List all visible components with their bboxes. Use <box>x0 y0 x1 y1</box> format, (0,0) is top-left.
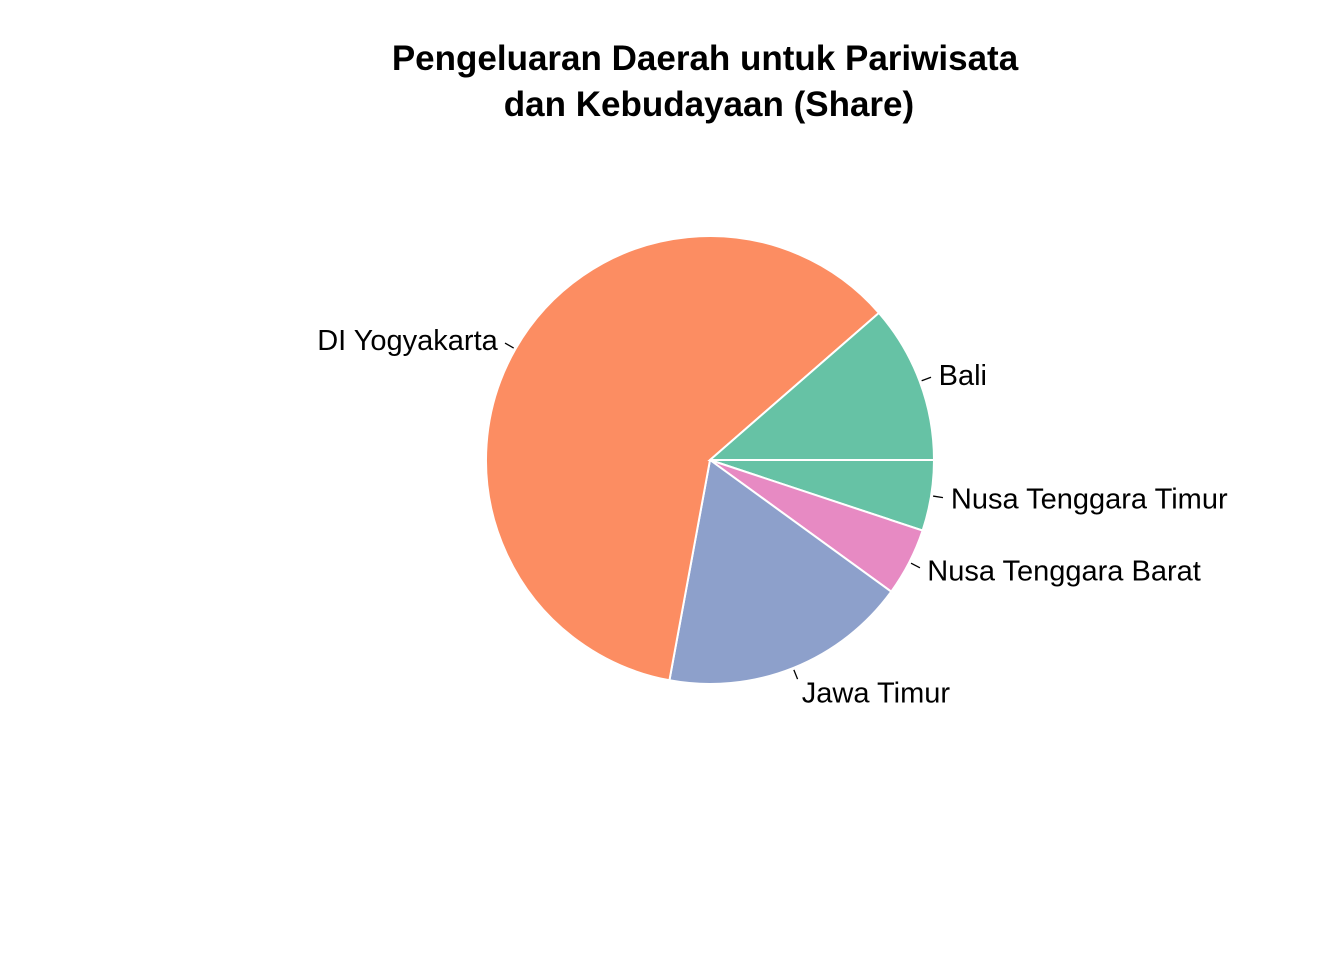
pie-slices <box>485 235 936 685</box>
pie-leader-lines <box>504 342 944 680</box>
pie-labels: Nusa Tenggara Timur Nusa Tenggara Barat Ja… <box>317 325 1228 710</box>
slice-label-nusa-tenggara-timur: Nusa Tenggara Timur <box>951 484 1228 516</box>
leader-line-jawa-timur <box>793 669 799 680</box>
slice-label-nusa-tenggara-barat: Nusa Tenggara Barat <box>927 556 1201 588</box>
pie-slice-di-yogyakarta <box>485 235 881 682</box>
slice-label-bali: Bali <box>939 360 987 392</box>
slice-label-jawa-timur: Jawa Timur <box>802 678 951 710</box>
chart-title-line-1: Pengeluaran Daerah untuk Pariwisata <box>392 39 1019 78</box>
leader-line-di-yogyakarta <box>504 342 515 349</box>
leader-line-bali <box>921 376 932 382</box>
leader-line-nusa-tenggara-barat <box>910 562 921 569</box>
pie-slice-jawa-timur <box>668 458 893 685</box>
chart-title-line-2: dan Kebudayaan (Share) <box>504 85 914 124</box>
pie-slice-bali <box>707 311 936 461</box>
leader-line-nusa-tenggara-timur <box>933 495 944 499</box>
slice-label-di-yogyakarta: DI Yogyakarta <box>317 325 498 357</box>
